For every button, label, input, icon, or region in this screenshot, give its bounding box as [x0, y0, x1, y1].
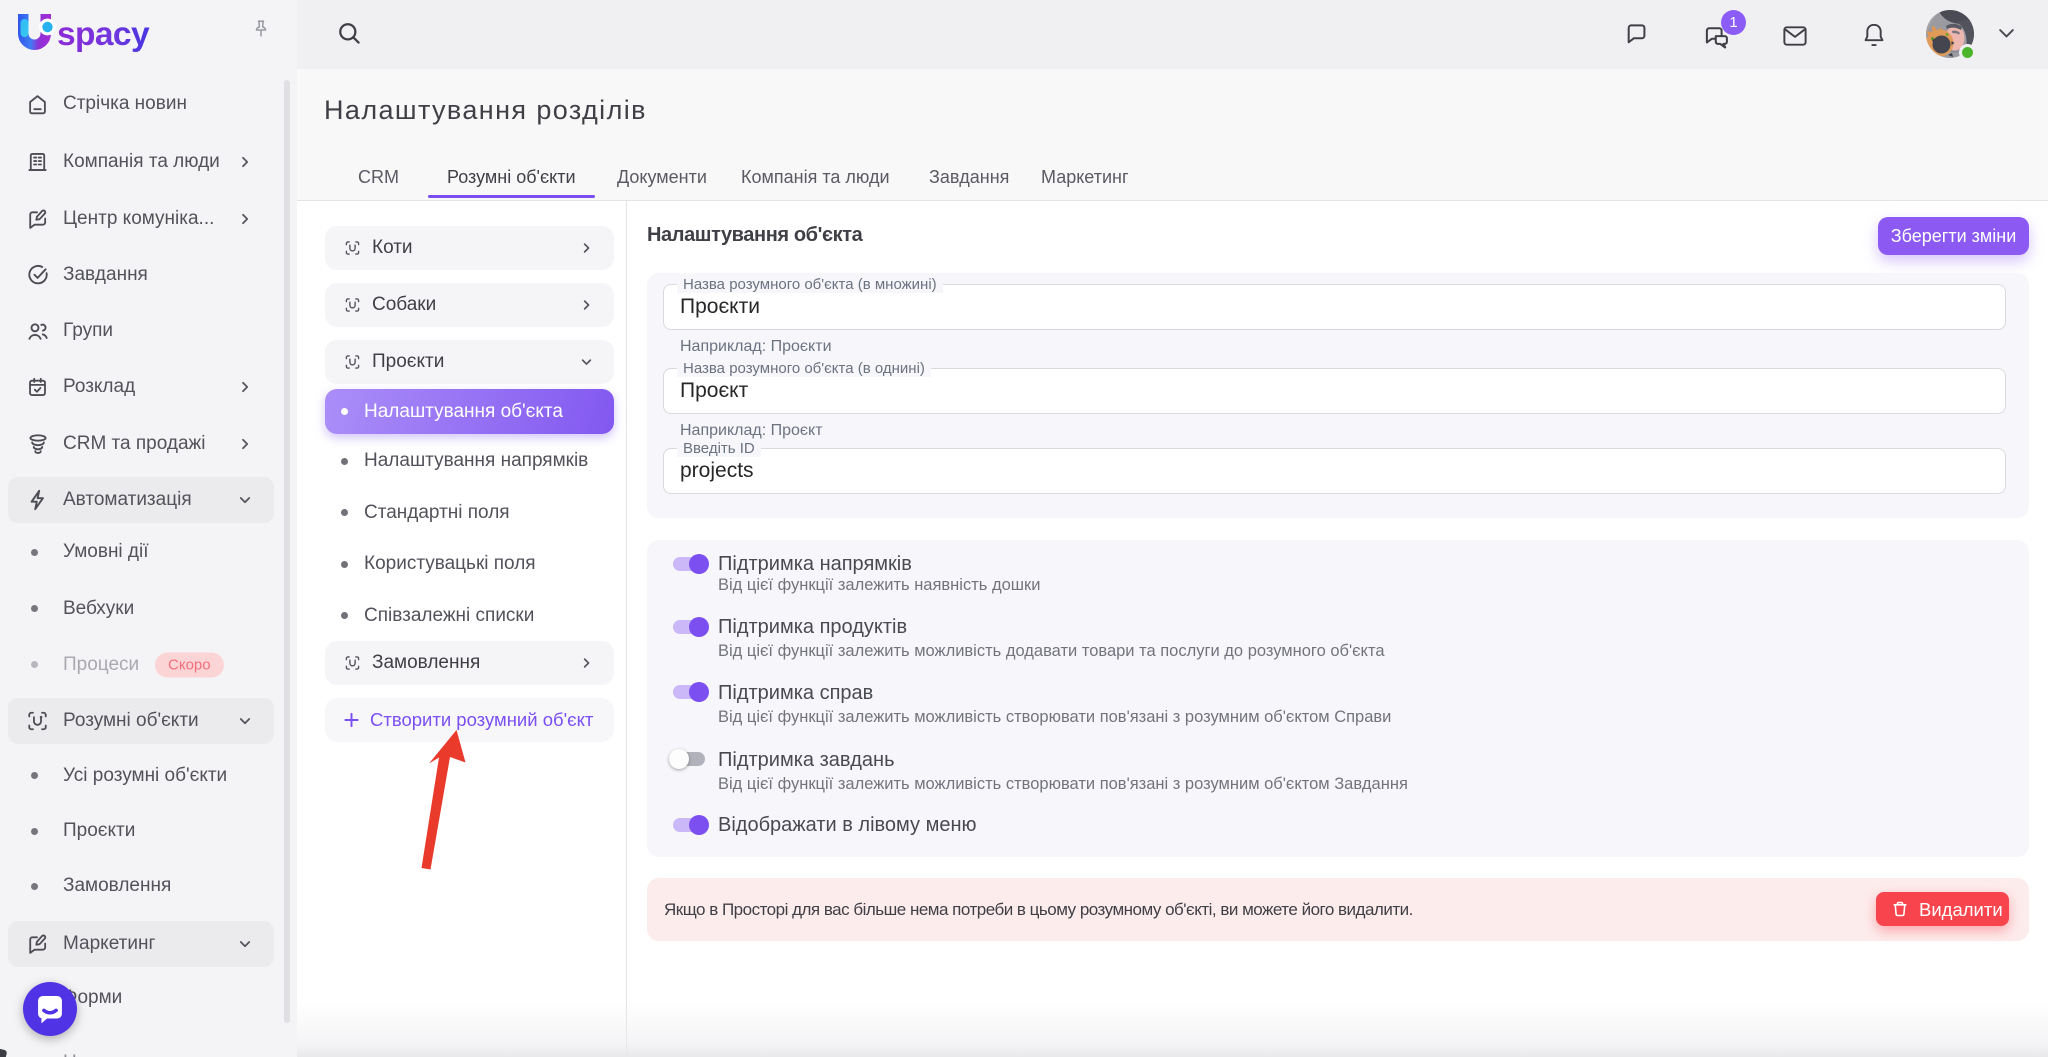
- svg-text:spacy: spacy: [57, 16, 150, 53]
